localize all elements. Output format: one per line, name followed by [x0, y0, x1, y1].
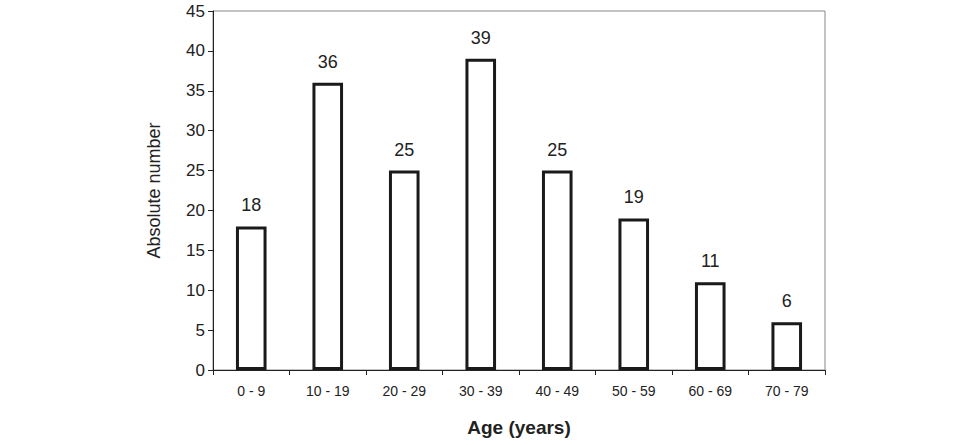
svg-text:20: 20 [186, 201, 205, 220]
svg-text:11: 11 [701, 251, 720, 271]
svg-text:30: 30 [186, 121, 205, 140]
svg-text:25: 25 [186, 161, 205, 180]
svg-text:50 - 59: 50 - 59 [612, 383, 656, 399]
svg-text:25: 25 [547, 140, 567, 160]
svg-text:19: 19 [624, 187, 644, 207]
svg-text:40 - 49: 40 - 49 [535, 383, 579, 399]
svg-text:18: 18 [241, 195, 261, 215]
svg-text:6: 6 [782, 291, 792, 311]
svg-text:25: 25 [394, 140, 414, 160]
svg-text:70 - 79: 70 - 79 [765, 383, 809, 399]
svg-text:Age (years): Age (years) [467, 417, 571, 438]
svg-text:0: 0 [196, 361, 205, 380]
svg-text:10 - 19: 10 - 19 [306, 383, 350, 399]
svg-text:0 - 9: 0 - 9 [237, 383, 265, 399]
svg-text:60 - 69: 60 - 69 [688, 383, 732, 399]
svg-text:10: 10 [186, 281, 205, 300]
svg-text:15: 15 [186, 241, 205, 260]
svg-text:39: 39 [471, 28, 491, 48]
svg-text:20 - 29: 20 - 29 [382, 383, 426, 399]
svg-text:35: 35 [186, 81, 205, 100]
svg-text:36: 36 [318, 52, 338, 72]
svg-text:40: 40 [186, 41, 205, 60]
svg-text:45: 45 [186, 2, 205, 21]
svg-text:30 - 39: 30 - 39 [459, 383, 503, 399]
svg-text:5: 5 [196, 321, 205, 340]
svg-text:Absolute number: Absolute number [144, 122, 164, 258]
